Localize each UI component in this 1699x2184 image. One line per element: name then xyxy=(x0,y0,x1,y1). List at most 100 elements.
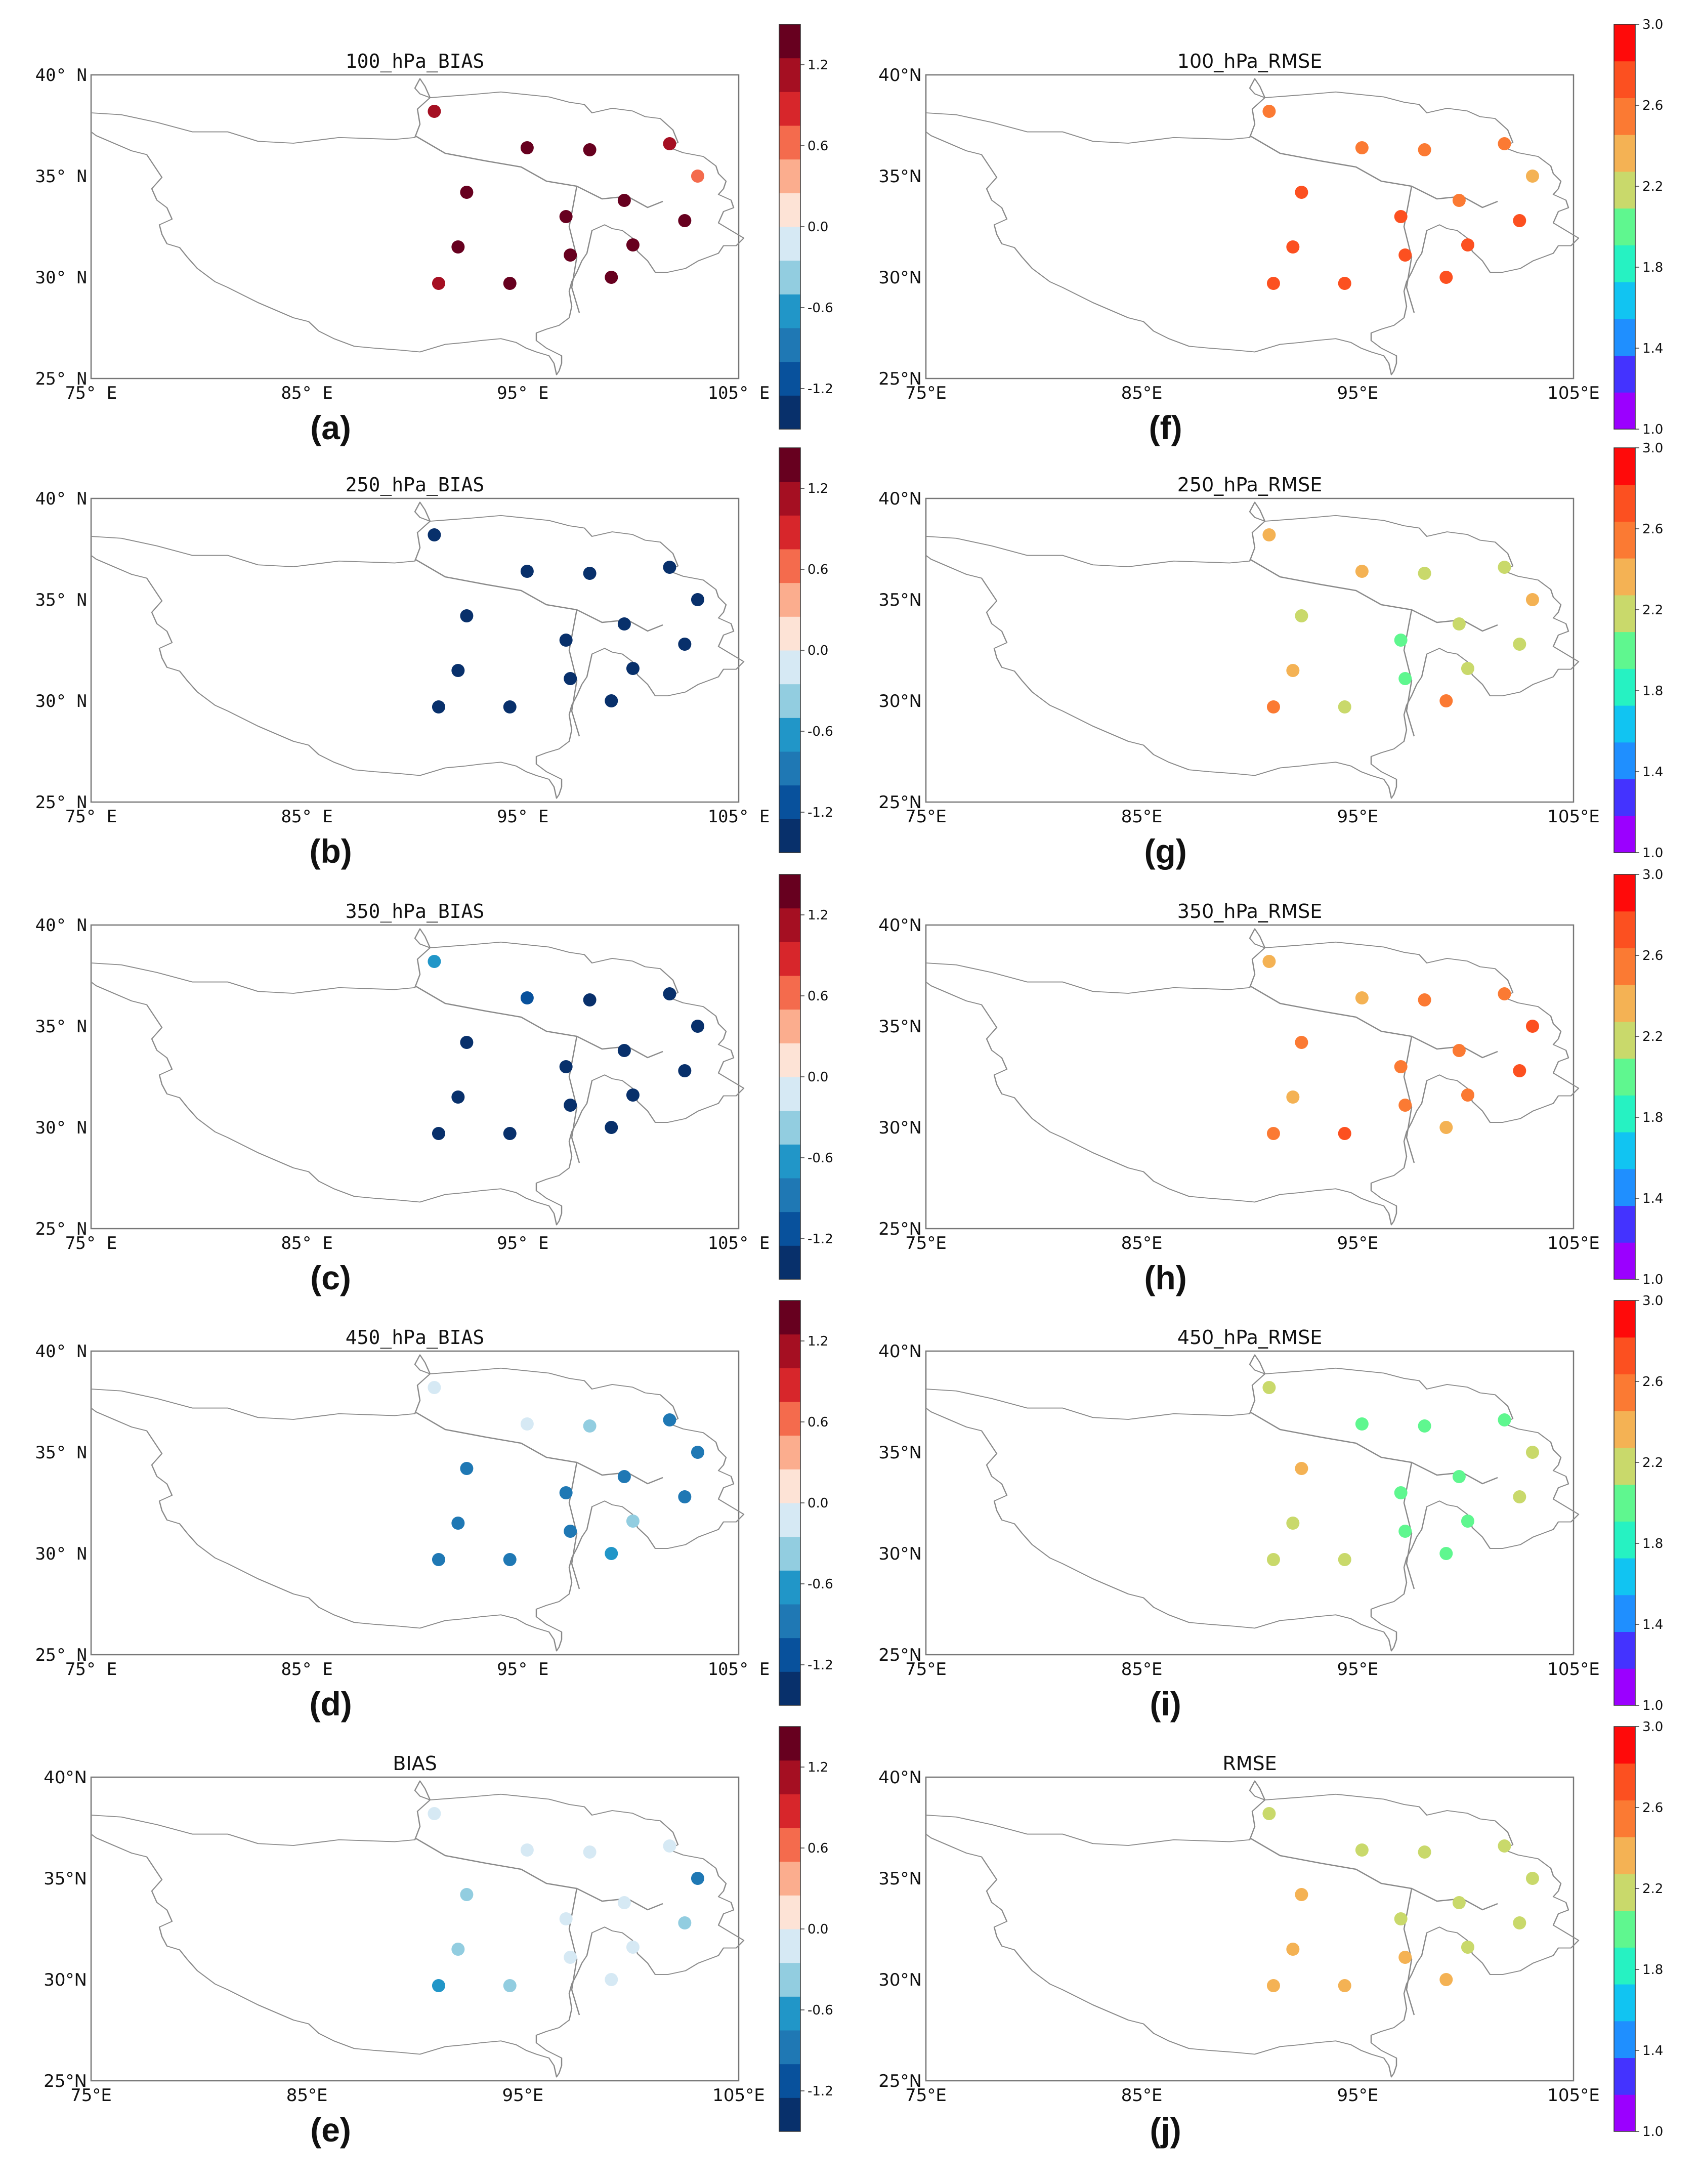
station-marker xyxy=(1394,1486,1408,1499)
colorbar-tick-label: 2.6 xyxy=(1642,1374,1663,1390)
lat-tick-label: 40°N xyxy=(878,1768,922,1788)
station-marker xyxy=(1439,1973,1453,1986)
station-marker xyxy=(1418,143,1431,156)
colorbar-tick-label: 2.2 xyxy=(1642,1029,1663,1044)
colorbar-segment xyxy=(779,1671,800,1706)
lon-tick-label: 75°E xyxy=(905,807,947,827)
station-marker xyxy=(460,186,474,199)
colorbar-segment xyxy=(779,1402,800,1436)
station-marker xyxy=(583,1419,597,1433)
lat-tick-label: 30°N xyxy=(878,268,922,288)
station-marker xyxy=(626,1515,640,1528)
station-marker xyxy=(617,617,631,631)
station-marker xyxy=(1418,567,1431,580)
colorbar-segment xyxy=(779,24,800,59)
station-marker xyxy=(460,1888,474,1901)
colorbar-segment xyxy=(779,1794,800,1828)
station-marker xyxy=(451,1517,465,1530)
lon-tick-label: 85° E xyxy=(281,1659,332,1679)
province-border xyxy=(1403,1036,1415,1163)
panel-letter: (i) xyxy=(1150,1685,1181,1723)
panel-title: 350_hPa_BIAS xyxy=(346,900,485,923)
colorbar-segment xyxy=(1614,742,1635,780)
station-marker xyxy=(1295,1036,1308,1049)
lon-tick-label: 105° E xyxy=(708,1659,770,1679)
colorbar-segment xyxy=(1614,1521,1635,1559)
station-marker xyxy=(503,1127,517,1140)
colorbar-segment xyxy=(779,1009,800,1043)
station-marker xyxy=(626,238,640,251)
region-border xyxy=(90,928,745,1226)
colorbar-segment xyxy=(779,819,800,853)
province-border xyxy=(568,1462,580,1589)
station-marker xyxy=(1525,1446,1539,1459)
colorbar-segment xyxy=(1614,1484,1635,1522)
colorbar-segment xyxy=(779,193,800,227)
station-marker xyxy=(1461,1088,1474,1102)
lon-tick-label: 85°E xyxy=(286,2085,328,2106)
station-marker xyxy=(1498,561,1511,574)
colorbar-segment xyxy=(779,125,800,160)
lon-tick-label: 105°E xyxy=(712,2085,764,2106)
panel-letter: (g) xyxy=(1144,832,1186,870)
lon-tick-label: 95° E xyxy=(497,1233,548,1253)
lat-tick-label: 25°N xyxy=(878,1219,922,1239)
lat-tick-label: 40° N xyxy=(35,1341,87,1362)
lat-tick-label: 40°N xyxy=(878,65,922,86)
station-marker xyxy=(1452,1896,1466,1909)
colorbar-tick-label: 1.4 xyxy=(1642,765,1663,780)
colorbar-segment xyxy=(779,908,800,942)
station-marker xyxy=(503,1553,517,1566)
region-border xyxy=(925,501,1580,799)
map-panel-i: 450_hPa_RMSE 75°E 85°E 95°E 105°E 40°N 35°N 30°… xyxy=(878,1293,1663,1723)
lon-tick-label: 105°E xyxy=(1547,383,1599,403)
colorbar-tick-label: 1.0 xyxy=(1642,2124,1663,2139)
colorbar-tick-label: -1.2 xyxy=(808,1658,833,1673)
colorbar-tick-label: 3.0 xyxy=(1642,1293,1663,1309)
station-marker xyxy=(1418,993,1431,1006)
colorbar-segment xyxy=(1614,558,1635,596)
colorbar-segment xyxy=(1614,1763,1635,1800)
colorbar-segment xyxy=(1614,985,1635,1022)
station-marker xyxy=(451,240,465,254)
colorbar-tick-label: 1.2 xyxy=(808,908,828,923)
station-marker xyxy=(605,694,618,707)
colorbar-segment xyxy=(1614,1058,1635,1096)
map-frame xyxy=(90,74,740,380)
station-marker xyxy=(1286,1943,1300,1956)
lat-tick-label: 25°N xyxy=(878,369,922,389)
colorbar-segment xyxy=(1614,392,1635,430)
station-marker xyxy=(432,1979,445,1992)
colorbar-tick-label: 3.0 xyxy=(1642,441,1663,456)
colorbar-tick-label: 0.6 xyxy=(808,139,828,154)
panel-title: BIAS xyxy=(393,1752,437,1775)
colorbar-tick-label: 2.6 xyxy=(1642,522,1663,537)
map-frame xyxy=(90,1350,740,1656)
colorbar-tick-label: 2.6 xyxy=(1642,98,1663,113)
colorbar-segment xyxy=(1614,448,1635,485)
station-marker xyxy=(1452,1470,1466,1483)
panel-letter: (j) xyxy=(1150,2111,1181,2149)
map-frame xyxy=(90,1776,740,2082)
station-marker xyxy=(663,137,676,150)
colorbar-segment xyxy=(779,1895,800,1929)
colorbar-tick-label: 0.0 xyxy=(808,220,828,235)
colorbar-tick-label: 0.6 xyxy=(808,989,828,1004)
map-panel-g: 250_hPa_RMSE 75°E 85°E 95°E 105°E 40°N 35°N 30°… xyxy=(878,441,1663,870)
lat-tick-label: 35° N xyxy=(35,1443,87,1463)
lat-tick-label: 30° N xyxy=(35,268,87,288)
lon-tick-label: 95°E xyxy=(502,2085,543,2106)
map-frame xyxy=(925,74,1575,380)
lat-tick-label: 30°N xyxy=(878,691,922,711)
province-border xyxy=(414,558,663,632)
colorbar-tick-label: 1.8 xyxy=(1642,1110,1663,1125)
lon-tick-label: 85°E xyxy=(1121,1233,1163,1253)
lon-tick-label: 95°E xyxy=(1337,1659,1378,1679)
panel-letter: (c) xyxy=(310,1259,351,1296)
colorbar-segment xyxy=(779,1503,800,1537)
colorbar-segment xyxy=(779,260,800,295)
lon-tick-label: 75°E xyxy=(905,1659,947,1679)
station-marker xyxy=(583,993,597,1006)
colorbar-segment xyxy=(779,328,800,362)
panel-title: 250_hPa_RMSE xyxy=(1177,474,1322,496)
